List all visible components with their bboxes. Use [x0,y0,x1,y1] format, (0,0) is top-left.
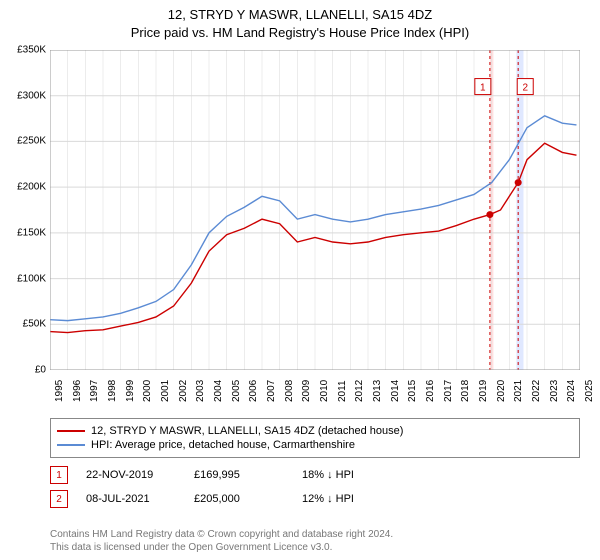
x-tick-label: 1996 [72,380,83,402]
x-tick-label: 2013 [372,380,383,402]
y-tick-label: £100K [17,273,46,284]
x-tick-label: 2017 [443,380,454,402]
legend-row: 12, STRYD Y MASWR, LLANELLI, SA15 4DZ (d… [57,425,573,437]
legend-swatch [57,430,85,432]
sale-price: £205,000 [194,493,284,505]
x-tick-label: 2003 [195,380,206,402]
x-tick-label: 1999 [125,380,136,402]
x-tick-label: 2019 [478,380,489,402]
x-tick-label: 2002 [178,380,189,402]
y-tick-label: £200K [17,182,46,193]
x-tick-label: 2016 [425,380,436,402]
legend-label: HPI: Average price, detached house, Carm… [91,439,355,451]
sale-marker: 2 [50,490,68,508]
sale-date: 08-JUL-2021 [86,493,176,505]
legend: 12, STRYD Y MASWR, LLANELLI, SA15 4DZ (d… [50,418,580,458]
x-tick-label: 2012 [354,380,365,402]
x-tick-label: 2008 [284,380,295,402]
svg-text:1: 1 [480,83,486,94]
x-tick-label: 2014 [390,380,401,402]
y-tick-label: £150K [17,227,46,238]
x-tick-label: 2021 [513,380,524,402]
x-tick-label: 2020 [496,380,507,402]
y-tick-label: £0 [35,365,46,376]
x-tick-label: 2007 [266,380,277,402]
x-tick-label: 2006 [248,380,259,402]
x-tick-label: 2004 [213,380,224,402]
x-tick-label: 2000 [142,380,153,402]
x-tick-label: 2018 [460,380,471,402]
legend-label: 12, STRYD Y MASWR, LLANELLI, SA15 4DZ (d… [91,425,403,437]
footer-line-1: Contains HM Land Registry data © Crown c… [50,528,580,541]
x-tick-label: 1997 [89,380,100,402]
sale-marker: 1 [50,466,68,484]
legend-swatch [57,444,85,446]
y-tick-label: £300K [17,90,46,101]
x-tick-label: 2024 [566,380,577,402]
x-tick-label: 2011 [337,380,348,402]
x-tick-label: 2009 [301,380,312,402]
footer: Contains HM Land Registry data © Crown c… [50,528,580,554]
x-tick-label: 2001 [160,380,171,402]
sale-delta: 18% ↓ HPI [302,469,392,481]
title-line-2: Price paid vs. HM Land Registry's House … [0,24,600,42]
title-line-1: 12, STRYD Y MASWR, LLANELLI, SA15 4DZ [0,6,600,24]
legend-row: HPI: Average price, detached house, Carm… [57,439,573,451]
x-axis-labels: 1995 1996 1997 1998 1999 2000 2001 2002 2003 2004… [50,372,580,412]
sale-price: £169,995 [194,469,284,481]
sale-row: 1 22-NOV-2019 £169,995 18% ↓ HPI [50,466,580,484]
chart-title: 12, STRYD Y MASWR, LLANELLI, SA15 4DZ Pr… [0,0,600,42]
x-tick-label: 1995 [54,380,65,402]
sale-delta: 12% ↓ HPI [302,493,392,505]
svg-text:2: 2 [522,83,528,94]
y-tick-label: £350K [17,45,46,56]
chart-container: 12, STRYD Y MASWR, LLANELLI, SA15 4DZ Pr… [0,0,600,560]
x-tick-label: 2022 [531,380,542,402]
sale-row: 2 08-JUL-2021 £205,000 12% ↓ HPI [50,490,580,508]
line-chart: 12 [50,50,580,370]
x-tick-label: 2023 [549,380,560,402]
y-tick-label: £50K [23,319,46,330]
footer-line-2: This data is licensed under the Open Gov… [50,541,580,554]
sale-date: 22-NOV-2019 [86,469,176,481]
x-tick-label: 1998 [107,380,118,402]
x-tick-label: 2010 [319,380,330,402]
x-tick-label: 2015 [407,380,418,402]
x-tick-label: 2005 [231,380,242,402]
y-tick-label: £250K [17,136,46,147]
x-tick-label: 2025 [584,380,595,402]
